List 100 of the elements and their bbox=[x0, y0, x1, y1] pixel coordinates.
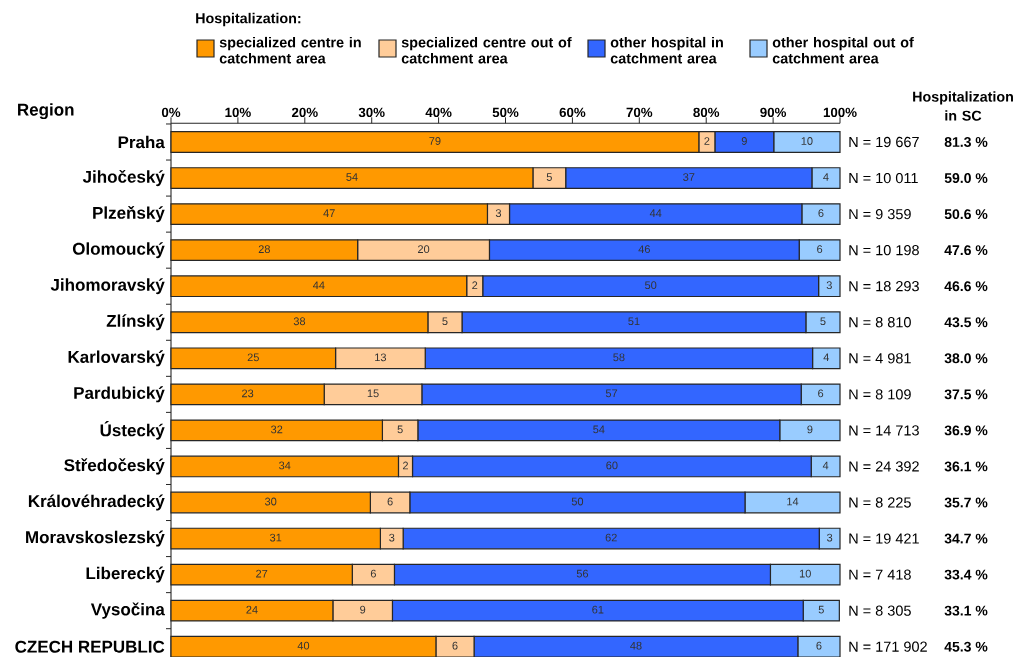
text: N = 10 011 bbox=[849, 172, 918, 184]
data-label: 6 bbox=[817, 245, 823, 254]
y-tick-label: Olomoucký bbox=[72, 242, 165, 259]
text: 45.3 % bbox=[944, 641, 988, 652]
data-label: 6 bbox=[387, 497, 393, 506]
data-label: 40 bbox=[297, 641, 310, 650]
data-label: 15 bbox=[367, 389, 379, 398]
y-tick-label: CZECH REPUBLIC bbox=[15, 640, 165, 653]
data-label: 9 bbox=[360, 605, 366, 614]
text: 37.5 % bbox=[944, 389, 988, 400]
text: N = 19 421 bbox=[849, 533, 919, 544]
data-label: 56 bbox=[576, 569, 589, 578]
data-label: 5 bbox=[820, 317, 826, 326]
text: N = 8 225 bbox=[849, 497, 911, 508]
data-label: 3 bbox=[389, 533, 395, 542]
data-label: 60 bbox=[606, 461, 618, 470]
data-label: 10 bbox=[801, 137, 813, 145]
x-tick-label: 90% bbox=[760, 107, 787, 118]
text: N = 9 359 bbox=[849, 208, 911, 220]
text: 36.1 % bbox=[944, 461, 988, 472]
data-label: 6 bbox=[818, 389, 824, 398]
data-label: 5 bbox=[397, 425, 403, 434]
text: 36.9 % bbox=[944, 425, 988, 436]
data-label: 23 bbox=[242, 389, 254, 398]
data-label: 6 bbox=[370, 569, 376, 578]
text: 43.5 % bbox=[944, 317, 988, 328]
data-label: 3 bbox=[495, 209, 502, 217]
legend-label: specialized centre out of catchment area bbox=[401, 36, 572, 64]
text: N = 24 392 bbox=[849, 461, 919, 472]
data-label: 34 bbox=[279, 461, 291, 470]
data-label: 3 bbox=[827, 533, 833, 542]
text: Hospitalization in SC bbox=[913, 91, 1013, 121]
x-tick-label: 80% bbox=[693, 107, 720, 118]
text: N = 4 981 bbox=[849, 353, 911, 364]
text: N = 8 109 bbox=[849, 389, 911, 400]
text: 59.0 % bbox=[944, 173, 988, 184]
text: 47.6 % bbox=[944, 245, 988, 256]
data-label: 6 bbox=[816, 641, 822, 650]
data-label: 31 bbox=[270, 533, 282, 542]
legend-title: Hospitalization: bbox=[196, 12, 301, 27]
text: 33.1 % bbox=[944, 605, 988, 616]
data-label: 54 bbox=[346, 173, 358, 181]
data-label: 48 bbox=[630, 641, 642, 650]
legend-label: specialized centre in catchment area bbox=[219, 36, 361, 64]
x-tick-label: 0% bbox=[161, 107, 181, 118]
data-label: 14 bbox=[787, 497, 799, 506]
data-label: 27 bbox=[256, 569, 268, 578]
x-tick-label: 100% bbox=[823, 107, 857, 118]
data-label: 62 bbox=[605, 533, 617, 542]
text: N = 10 198 bbox=[849, 245, 919, 256]
data-label: 54 bbox=[593, 425, 605, 434]
data-label: 38 bbox=[293, 317, 306, 326]
x-tick-label: 30% bbox=[358, 107, 385, 118]
data-label: 6 bbox=[452, 641, 458, 650]
y-tick-label: Plzeňský bbox=[93, 206, 165, 223]
data-label: 79 bbox=[429, 137, 441, 145]
text: N = 8 305 bbox=[849, 605, 911, 616]
data-label: 2 bbox=[402, 461, 408, 470]
data-label: 57 bbox=[605, 389, 618, 398]
data-label: 25 bbox=[247, 353, 259, 362]
y-tick-label: Jihomoravský bbox=[50, 278, 165, 295]
data-label: 4 bbox=[823, 353, 830, 362]
legend-label: other hospital out of catchment area bbox=[772, 36, 914, 64]
data-label: 6 bbox=[818, 209, 824, 217]
data-label: 50 bbox=[571, 497, 584, 506]
text: 33.4 % bbox=[944, 569, 988, 580]
data-label: 44 bbox=[312, 281, 325, 289]
text: 81.3 % bbox=[944, 137, 988, 147]
text: N = 14 713 bbox=[849, 425, 919, 436]
data-label: 37 bbox=[683, 173, 695, 181]
legend-label: other hospital in catchment area bbox=[610, 36, 723, 64]
data-label: 50 bbox=[645, 281, 657, 290]
data-label: 5 bbox=[442, 317, 448, 326]
text: N = 8 810 bbox=[849, 317, 911, 328]
text: 46.6 % bbox=[944, 281, 988, 292]
data-label: 51 bbox=[628, 317, 640, 326]
y-tick-label: Pardubický bbox=[74, 386, 165, 403]
data-label: 3 bbox=[826, 281, 832, 290]
data-label: 13 bbox=[375, 353, 387, 362]
data-label: 44 bbox=[649, 209, 662, 217]
x-tick-label: 50% bbox=[492, 107, 519, 118]
data-label: 10 bbox=[799, 569, 811, 578]
y-tick-label: Středočeský bbox=[64, 458, 165, 475]
y-tick-label: Liberecký bbox=[86, 566, 165, 583]
data-label: 9 bbox=[741, 137, 747, 145]
x-tick-label: 10% bbox=[225, 107, 251, 118]
x-tick-label: 60% bbox=[559, 107, 586, 118]
text: N = 7 418 bbox=[849, 569, 911, 580]
y-tick-label: Ústecký bbox=[100, 421, 165, 440]
data-label: 20 bbox=[417, 245, 430, 254]
y-tick-label: Karlovarský bbox=[68, 350, 165, 367]
data-label: 28 bbox=[258, 245, 270, 254]
text: 35.7 % bbox=[944, 497, 988, 508]
x-tick-label: 40% bbox=[425, 107, 452, 118]
x-tick-label: 20% bbox=[291, 107, 318, 118]
y-tick-label: Královéhradecký bbox=[28, 494, 165, 511]
data-label: 61 bbox=[592, 605, 604, 614]
data-label: 4 bbox=[822, 461, 829, 470]
text: N = 18 293 bbox=[849, 281, 919, 292]
data-label: 30 bbox=[264, 497, 277, 506]
